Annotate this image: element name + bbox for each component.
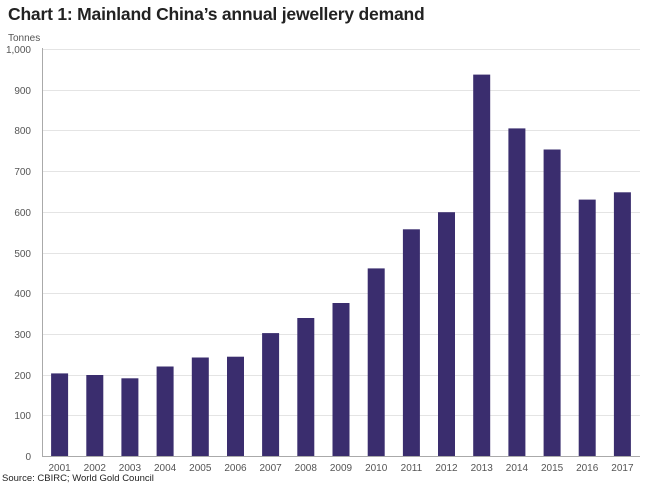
chart-title: Chart 1: Mainland China’s annual jewelle… [8, 4, 425, 24]
bar-2005 [191, 357, 209, 456]
x-tick-label: 2017 [611, 463, 634, 474]
x-tick-label: 2006 [224, 463, 247, 474]
x-tick-label: 2002 [84, 463, 107, 474]
bar-2016 [578, 199, 596, 456]
x-tick-label: 2010 [365, 463, 388, 474]
x-tick-labels: 2001 2002 2003 2004 2005 2006 2007 2008 2009 2010… [48, 463, 633, 474]
bar-2008 [297, 318, 315, 456]
bar-2003 [121, 378, 139, 456]
y-axis-label: Tonnes [8, 33, 40, 44]
x-tick-label: 2005 [189, 463, 212, 474]
x-tick-label: 2004 [154, 463, 177, 474]
y-tick-label: 600 [14, 208, 31, 219]
bar-2011 [402, 229, 420, 456]
x-tick-label: 2008 [295, 463, 318, 474]
bar-2002 [86, 375, 104, 456]
x-tick-label: 2011 [401, 463, 423, 474]
x-tick-label: 2003 [119, 463, 142, 474]
bar-2017 [613, 192, 631, 457]
bar-2010 [367, 268, 385, 456]
bars [51, 74, 631, 457]
bar-2012 [438, 212, 455, 456]
bar-2001 [51, 373, 69, 456]
bar-2015 [543, 149, 561, 456]
y-tick-label: 400 [14, 289, 31, 300]
bar-2006 [227, 356, 244, 456]
source-note: Source: CBIRC; World Gold Council [2, 473, 154, 484]
y-tick-label: 1,000 [6, 45, 31, 56]
bar-2004 [156, 366, 174, 456]
y-tick-label: 700 [14, 167, 31, 178]
x-tick-label: 2016 [576, 463, 599, 474]
x-tick-label: 2012 [435, 463, 458, 474]
x-tick-label: 2007 [259, 463, 282, 474]
y-tick-label: 800 [14, 126, 31, 137]
y-tick-label: 500 [14, 249, 31, 260]
bar-2009 [332, 303, 350, 456]
y-tick-labels: 0 100 200 300 400 500 600 700 800 900 1,000 [6, 45, 31, 463]
x-tick-label: 2015 [541, 463, 564, 474]
y-tick-label: 300 [14, 330, 31, 341]
x-tick-label: 2001 [48, 463, 71, 474]
bar-2014 [508, 128, 526, 456]
y-tick-label: 100 [14, 411, 31, 422]
x-tick-label: 2014 [506, 463, 529, 474]
x-tick-label: 2013 [471, 463, 494, 474]
y-tick-label: 900 [14, 86, 31, 97]
bar-2007 [262, 333, 280, 456]
y-tick-label: 200 [14, 371, 31, 382]
bar-2013 [473, 74, 491, 456]
y-tick-label: 0 [25, 452, 31, 463]
x-tick-label: 2009 [330, 463, 353, 474]
